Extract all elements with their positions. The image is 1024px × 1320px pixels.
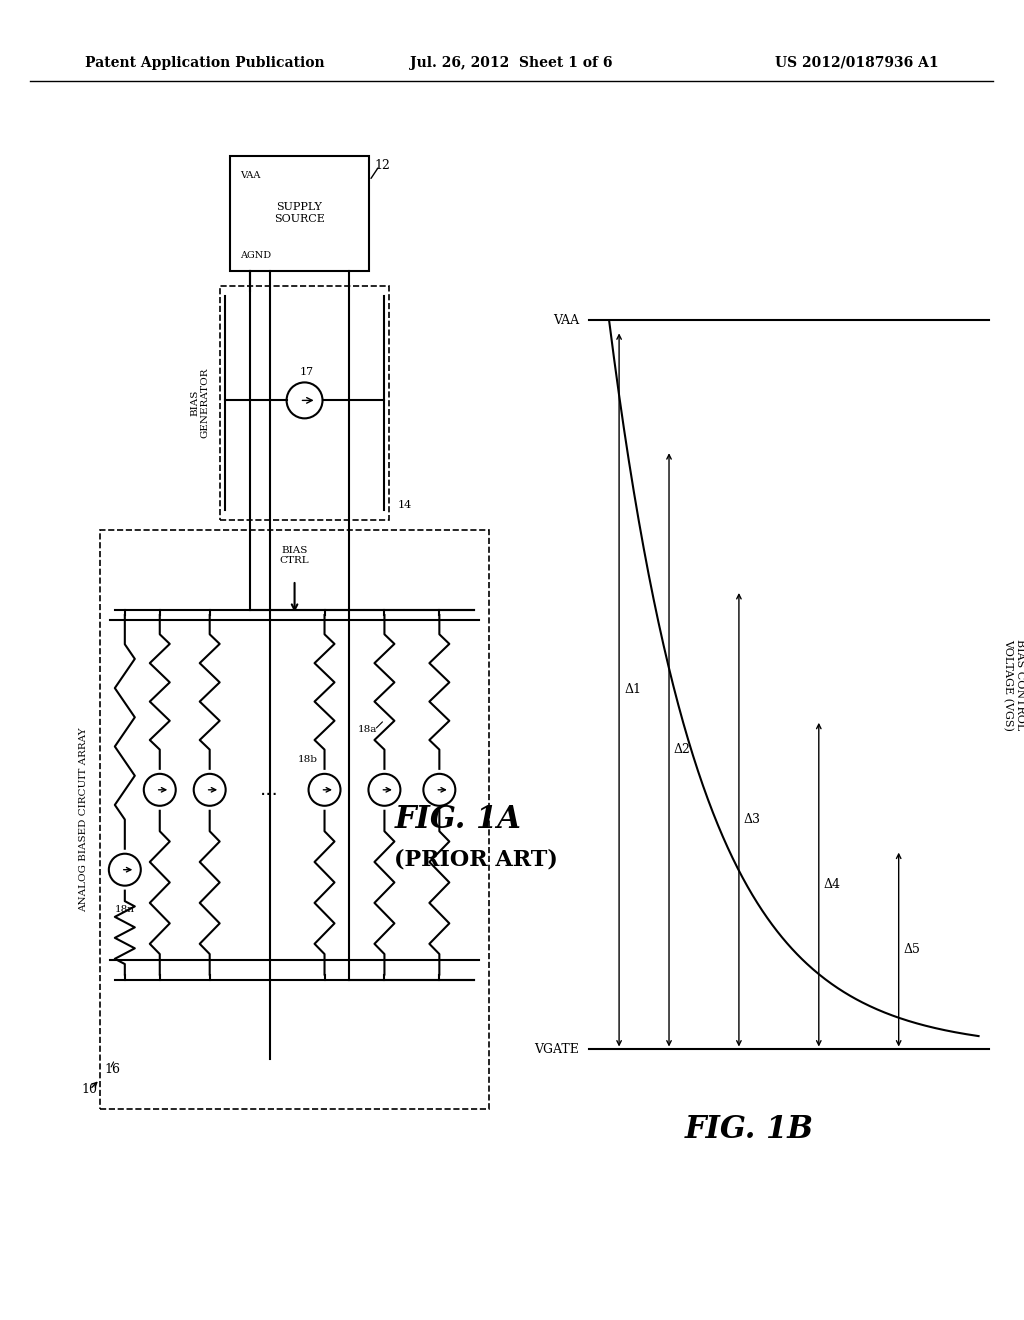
Text: 18a: 18a bbox=[357, 726, 377, 734]
Text: 14: 14 bbox=[397, 500, 412, 511]
Circle shape bbox=[308, 774, 341, 805]
Text: 12: 12 bbox=[375, 160, 390, 172]
Text: FIG. 1B: FIG. 1B bbox=[684, 1114, 813, 1144]
Circle shape bbox=[287, 383, 323, 418]
Text: 10: 10 bbox=[82, 1082, 98, 1096]
Text: 18n: 18n bbox=[115, 906, 135, 915]
Text: Jul. 26, 2012  Sheet 1 of 6: Jul. 26, 2012 Sheet 1 of 6 bbox=[410, 55, 612, 70]
Text: Δ4: Δ4 bbox=[823, 878, 841, 891]
Text: 17: 17 bbox=[300, 367, 313, 378]
Text: FIG. 1A: FIG. 1A bbox=[394, 804, 521, 836]
Text: 18b: 18b bbox=[298, 755, 317, 764]
Text: VGATE: VGATE bbox=[535, 1043, 580, 1056]
Text: US 2012/0187936 A1: US 2012/0187936 A1 bbox=[775, 55, 939, 70]
Text: BIAS
CTRL: BIAS CTRL bbox=[280, 545, 309, 565]
Circle shape bbox=[194, 774, 225, 805]
Text: VAA: VAA bbox=[553, 314, 580, 327]
Text: 16: 16 bbox=[104, 1063, 121, 1076]
Text: Δ3: Δ3 bbox=[743, 813, 761, 826]
Text: ANALOG BIASED CIRCUIT ARRAY: ANALOG BIASED CIRCUIT ARRAY bbox=[79, 727, 88, 912]
Circle shape bbox=[423, 774, 456, 805]
Text: Δ2: Δ2 bbox=[674, 743, 691, 756]
Text: Δ5: Δ5 bbox=[903, 942, 921, 956]
Text: BIAS CONTROL
VOLTAGE (VGS): BIAS CONTROL VOLTAGE (VGS) bbox=[1002, 639, 1024, 731]
Text: BIAS
GENERATOR: BIAS GENERATOR bbox=[190, 368, 210, 438]
Text: AGND: AGND bbox=[240, 251, 270, 260]
Circle shape bbox=[369, 774, 400, 805]
Circle shape bbox=[143, 774, 176, 805]
Text: VAA: VAA bbox=[240, 172, 260, 181]
Text: (PRIOR ART): (PRIOR ART) bbox=[394, 849, 558, 871]
Circle shape bbox=[109, 854, 140, 886]
Text: SUPPLY
SOURCE: SUPPLY SOURCE bbox=[274, 202, 325, 224]
Text: ...: ... bbox=[260, 780, 279, 800]
Text: Patent Application Publication: Patent Application Publication bbox=[85, 55, 325, 70]
Text: Δ1: Δ1 bbox=[624, 684, 641, 697]
FancyBboxPatch shape bbox=[229, 156, 370, 271]
